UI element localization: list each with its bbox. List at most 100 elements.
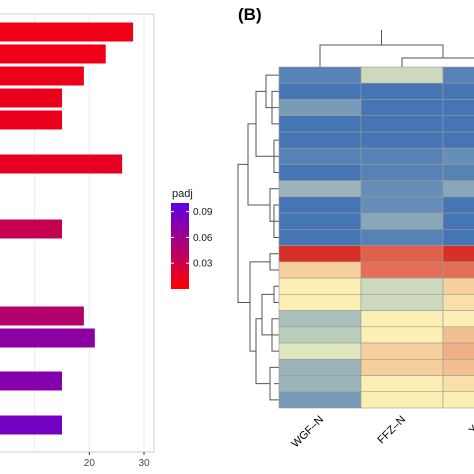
heatmap-cell	[278, 229, 362, 246]
heatmap-cell	[278, 66, 362, 84]
heatmap-cell	[360, 196, 444, 214]
dendrogram-branch	[255, 318, 270, 385]
heatmap-cell	[442, 229, 474, 246]
heatmap-cell	[442, 261, 474, 279]
dendrogram-branch	[255, 90, 274, 157]
heatmap-cell	[360, 375, 444, 393]
bar	[0, 110, 62, 130]
legend-ticks: 0.09 0.06 0.03	[171, 207, 213, 270]
heatmap-cell	[360, 115, 444, 133]
column-labels: WGF–N FFZ–N YSL	[290, 414, 474, 451]
dendrogram-branch	[273, 204, 279, 238]
bar	[0, 415, 62, 435]
heatmap-cell	[442, 99, 474, 117]
heatmap-cell	[360, 358, 444, 376]
bar-chart-panel: 20 30	[0, 13, 155, 469]
heatmap-cell	[442, 326, 474, 344]
dendrogram-branch	[271, 90, 279, 125]
heatmap-cell	[442, 212, 474, 230]
heatmap-cell	[442, 180, 474, 198]
bar	[0, 22, 134, 42]
dendrogram-branch	[261, 293, 274, 336]
padj-legend: padj 0.09 0.06 0.03	[171, 188, 213, 289]
dendrogram	[237, 30, 474, 401]
bar	[0, 154, 123, 174]
heatmap-cell	[278, 212, 362, 230]
heatmap-cell	[278, 358, 362, 376]
heatmap-panel: (B) WGF–N FFZ–N YSL	[237, 5, 474, 451]
heatmap-cell	[360, 82, 444, 100]
dendrogram-branch	[269, 253, 279, 271]
heatmap-cell	[360, 212, 444, 230]
heatmap-cell	[360, 391, 444, 409]
heatmap-cell	[442, 294, 474, 311]
heatmap-cell	[360, 326, 444, 344]
column-label: WGF–N	[290, 414, 327, 451]
heatmap-cell	[360, 99, 444, 117]
bar	[0, 306, 84, 326]
heatmap-cell	[278, 99, 362, 117]
heatmap-cell	[360, 261, 444, 279]
heatmap-cell	[442, 245, 474, 263]
heatmap-cell	[278, 82, 362, 100]
heatmap-cell	[442, 66, 474, 84]
heatmap-cell	[360, 277, 444, 295]
heatmap-cell	[442, 82, 474, 100]
bar	[0, 44, 106, 64]
heatmap-cell	[360, 342, 444, 360]
heatmap-cell	[278, 261, 362, 279]
heatmap-cell	[360, 245, 444, 263]
heatmap-cell	[360, 294, 444, 311]
heatmap-cell	[278, 164, 362, 181]
dendrogram-branch	[237, 163, 250, 303]
dendrogram-branch	[319, 44, 444, 67]
panel-label-b: (B)	[238, 5, 262, 24]
heatmap-cell	[278, 147, 362, 165]
bar	[0, 371, 62, 391]
dendrogram-branch	[247, 123, 270, 206]
heatmap-cells	[278, 66, 474, 409]
heatmap-cell	[278, 310, 362, 328]
heatmap-cell	[278, 180, 362, 198]
legend-tick-label: 0.03	[193, 259, 213, 270]
heatmap-cell	[278, 196, 362, 214]
legend-tick-label: 0.09	[193, 207, 213, 218]
x-tick-label: 20	[84, 458, 96, 469]
dendrogram-branch	[401, 57, 474, 67]
heatmap-cell	[442, 342, 474, 360]
heatmap-cell	[278, 294, 362, 311]
heatmap-cell	[442, 196, 474, 214]
heatmap-cell	[360, 310, 444, 328]
heatmap-cell	[278, 277, 362, 295]
dendrogram-branch	[273, 285, 279, 303]
dendrogram-branch	[249, 261, 270, 352]
heatmap-cell	[278, 326, 362, 344]
heatmap-cell	[278, 115, 362, 133]
x-axis-ticks: 20 30	[84, 452, 150, 469]
heatmap-cell	[442, 358, 474, 376]
heatmap-cell	[442, 131, 474, 149]
heatmap-cell	[360, 131, 444, 149]
heatmap-cell	[278, 245, 362, 263]
heatmap-cell	[442, 277, 474, 295]
heatmap-cell	[360, 147, 444, 165]
heatmap-cell	[442, 147, 474, 165]
heatmap-cell	[442, 375, 474, 393]
column-label: YSL	[467, 414, 474, 437]
heatmap-cell	[278, 391, 362, 409]
heatmap-cell	[442, 391, 474, 409]
bar-series	[0, 22, 134, 435]
x-tick-label: 30	[138, 458, 150, 469]
heatmap-cell	[442, 310, 474, 328]
heatmap-cell	[278, 375, 362, 393]
bar	[0, 328, 95, 348]
heatmap-cell	[360, 180, 444, 198]
heatmap-cell	[278, 342, 362, 360]
heatmap-cell	[442, 164, 474, 181]
legend-tick-label: 0.06	[193, 233, 213, 244]
bar	[0, 219, 62, 239]
legend-colorbar	[171, 203, 189, 289]
heatmap-cell	[278, 131, 362, 149]
bar	[0, 66, 84, 86]
